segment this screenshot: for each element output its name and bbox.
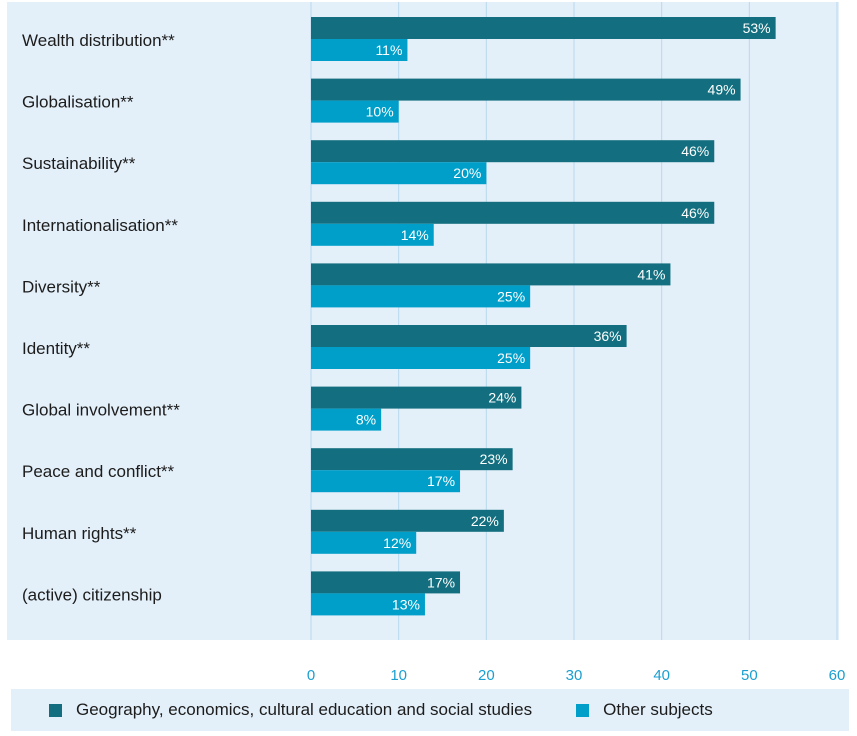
- data-label: 10%: [366, 104, 394, 120]
- plot-area: [7, 2, 839, 640]
- bar-other-subjects: [311, 223, 434, 246]
- x-tick-label: 0: [307, 667, 315, 684]
- category-label: Diversity**: [22, 277, 101, 296]
- category-label: Internationalisation**: [22, 216, 178, 235]
- data-label: 12%: [383, 535, 411, 551]
- category-label: Peace and conflict**: [22, 462, 175, 481]
- data-label: 17%: [427, 473, 455, 489]
- data-label: 46%: [681, 143, 709, 159]
- bar-geography: [311, 509, 504, 532]
- data-label: 13%: [392, 596, 420, 612]
- bar-other-subjects: [311, 593, 425, 616]
- data-label: 17%: [427, 574, 455, 590]
- legend-item-geography: Geography, economics, cultural education…: [49, 700, 532, 720]
- bar-geography: [311, 17, 776, 39]
- bar-geography: [311, 571, 461, 594]
- x-tick-label: 60: [829, 667, 846, 684]
- data-label: 25%: [497, 288, 525, 304]
- data-label: 24%: [488, 390, 516, 406]
- bar-other-subjects: [311, 470, 461, 493]
- data-label: 20%: [453, 165, 481, 181]
- data-label: 22%: [471, 513, 499, 529]
- legend-swatch-geography: [49, 703, 62, 717]
- legend: Geography, economics, cultural education…: [11, 689, 849, 731]
- bar-other-subjects: [311, 531, 417, 554]
- bar-geography: [311, 78, 741, 101]
- data-label: 8%: [356, 412, 376, 428]
- bar-geography: [311, 386, 522, 409]
- category-label: Sustainability**: [22, 154, 136, 173]
- category-label: Global involvement**: [22, 401, 180, 420]
- legend-swatch-other-subjects: [576, 703, 590, 717]
- category-label: (active) citizenship: [22, 585, 162, 604]
- data-label: 36%: [594, 328, 622, 344]
- data-label: 46%: [681, 205, 709, 221]
- category-label: Globalisation**: [22, 93, 134, 112]
- bar-geography: [311, 448, 513, 471]
- x-tick-label: 20: [478, 667, 495, 684]
- data-label: 41%: [637, 266, 665, 282]
- legend-label-other-subjects: Other subjects: [603, 700, 713, 719]
- data-label: 23%: [480, 451, 508, 467]
- bar-other-subjects: [311, 347, 531, 369]
- data-label: 11%: [375, 42, 402, 58]
- x-tick-label: 50: [741, 667, 758, 684]
- bar-geography: [311, 263, 671, 286]
- bar-other-subjects: [311, 39, 408, 61]
- bar-geography: [311, 201, 715, 224]
- category-label: Wealth distribution**: [22, 31, 175, 50]
- bar-geography: [311, 140, 715, 163]
- bar-geography: [311, 325, 627, 347]
- x-tick-label: 30: [566, 667, 583, 684]
- legend-label-geography: Geography, economics, cultural education…: [76, 700, 533, 719]
- bar-other-subjects: [311, 100, 399, 123]
- legend-item-other-subjects: Other subjects: [576, 700, 713, 720]
- bar-other-subjects: [311, 162, 487, 185]
- x-tick-label: 10: [390, 667, 407, 684]
- x-tick-label: 40: [653, 667, 670, 684]
- data-label: 53%: [743, 20, 771, 36]
- category-label: Identity**: [22, 339, 90, 358]
- data-label: 25%: [497, 350, 525, 366]
- bar-other-subjects: [311, 408, 382, 431]
- data-label: 49%: [708, 82, 736, 98]
- bar-other-subjects: [311, 285, 531, 308]
- category-label: Human rights**: [22, 524, 137, 543]
- data-label: 14%: [401, 227, 429, 243]
